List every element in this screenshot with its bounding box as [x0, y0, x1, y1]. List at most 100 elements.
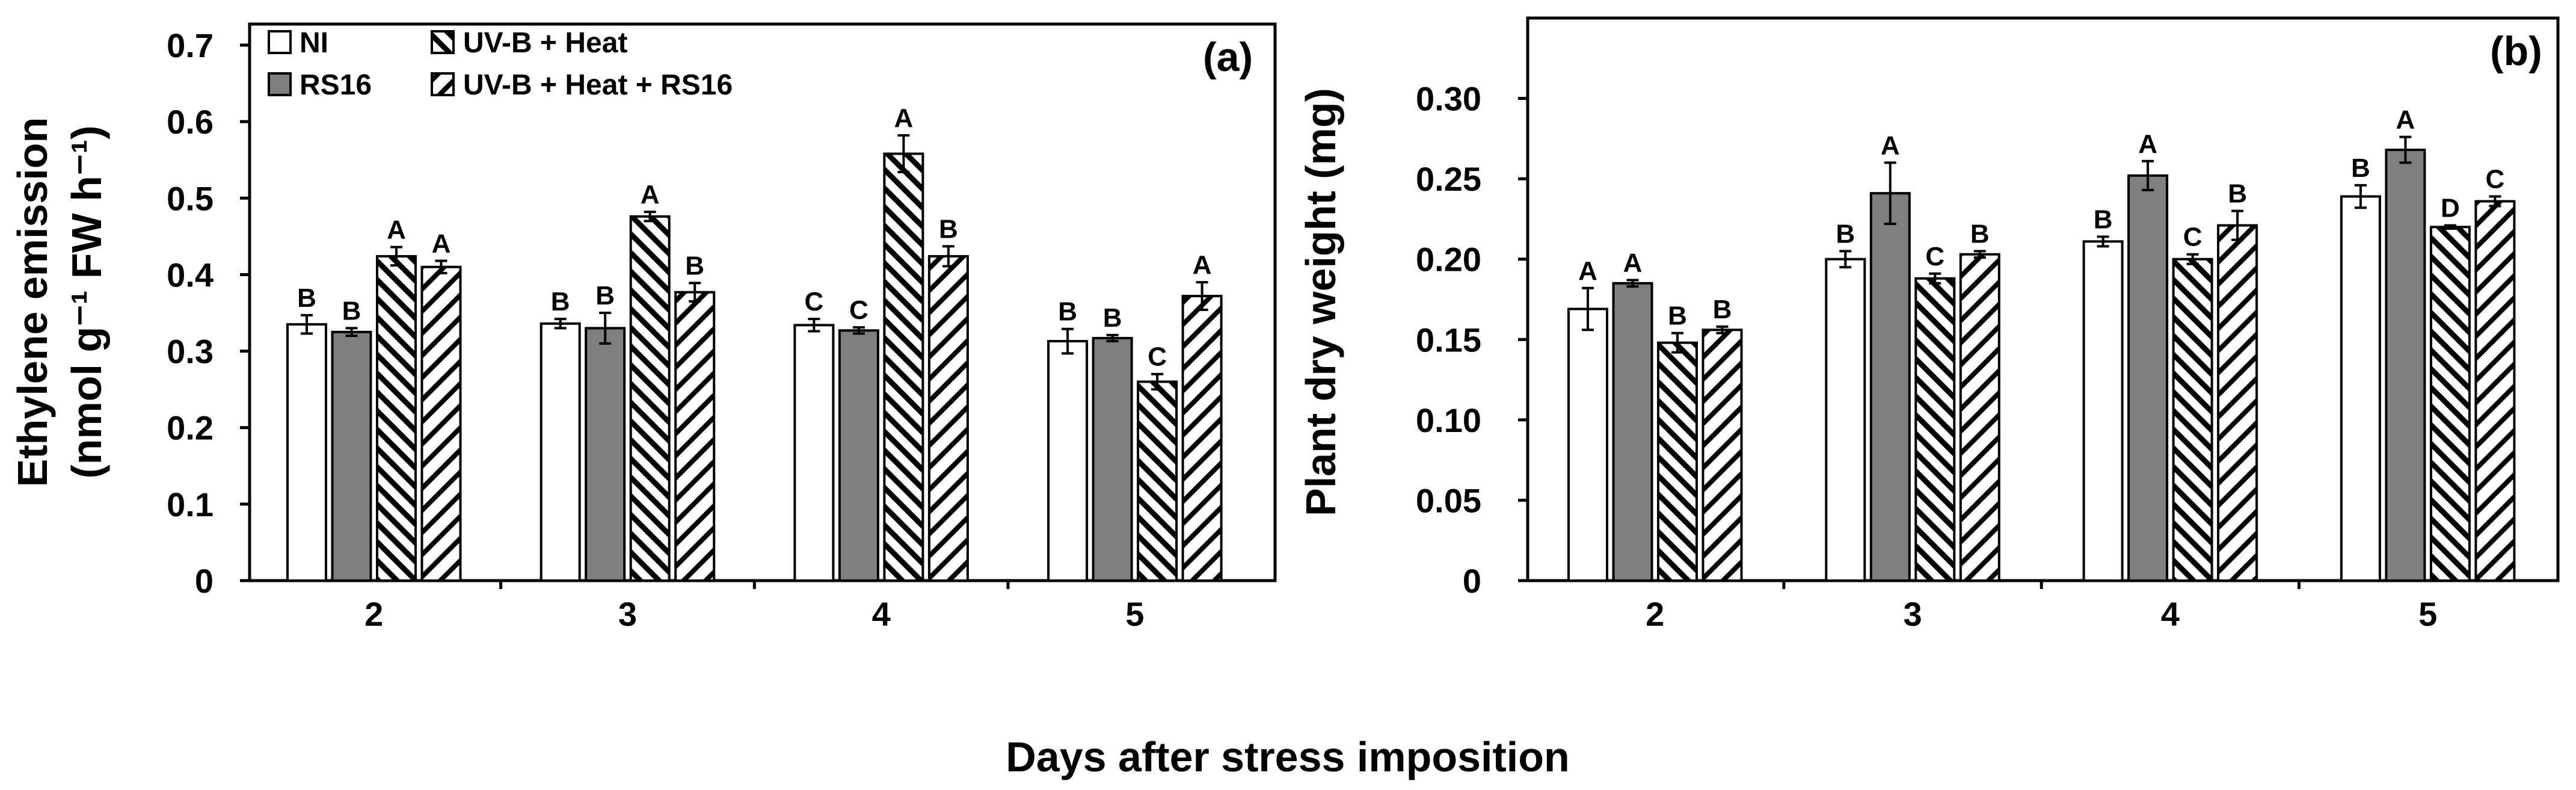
- panel-a-significance-letter: C: [805, 287, 824, 316]
- panel-b-bar-uvb-heat-rs16-day-5: [2474, 200, 2516, 582]
- panel-b-x-tick-label: 4: [2161, 595, 2180, 633]
- legend-swatch-rs16: [268, 72, 292, 96]
- panel-b-x-axis: 2 3 4 5: [1646, 581, 2437, 633]
- legend-label-uvb-heat: UV-B + Heat: [463, 27, 627, 59]
- panel-a-y-tick-label: 0.2: [167, 409, 214, 447]
- legend-label-uvb-heat-rs16: UV-B + Heat + RS16: [463, 69, 733, 101]
- panel-a-x-tick-label: 5: [1125, 595, 1144, 633]
- panel-b-y-tick-label: 0: [1463, 562, 1481, 600]
- panel-b-bar-ni-day-4: [2082, 240, 2124, 582]
- panel-b-bar-ni-day-3: [1825, 258, 1866, 582]
- panel-b-y-tick-label: 0.15: [1416, 321, 1481, 359]
- legend-label-ni: NI: [300, 27, 328, 59]
- panel-a-y-tick-label: 0.4: [167, 256, 214, 294]
- panel-a-significance-letter: A: [641, 180, 660, 209]
- panel-a-bar-rs16-day-4: [838, 329, 879, 582]
- legend-swatch-uvb-heat-rs16: [431, 72, 455, 96]
- legend: NI RS16 UV-B + Heat UV-B + Heat + RS16: [268, 27, 733, 101]
- panel-a-significance-letter: B: [551, 287, 570, 316]
- panel-a-y-tick-label: 0.3: [167, 333, 214, 371]
- panel-b-bar-uvb-heat-day-4: [2172, 258, 2213, 582]
- panel-b-significance-letter: A: [1578, 256, 1597, 286]
- panel-b-y-tick-label: 0.25: [1416, 160, 1481, 198]
- panel-a-bar-rs16-day-3: [585, 327, 626, 582]
- panel-a-bar-rs16-day-2: [331, 330, 372, 582]
- panel-a-bar-uvb-heat-day-4: [883, 152, 924, 582]
- legend-label-rs16: RS16: [300, 69, 372, 101]
- panel-a-significance-letter: C: [849, 295, 868, 325]
- panel-b-significance-letter: A: [2396, 105, 2415, 135]
- panel-a-ylabel-line1: Ethylene emission: [9, 117, 56, 487]
- panel-a-significance-letter: A: [387, 215, 406, 245]
- panel-a-significance-letter: A: [432, 229, 451, 259]
- panel-a-y-tick-label: 0: [195, 562, 214, 600]
- panel-a-bar-rs16-day-5: [1092, 336, 1133, 582]
- panel-b-significance-letter: B: [1713, 295, 1732, 324]
- panel-b-significance-letter: B: [1970, 219, 1990, 248]
- panel-a-y-tick-label: 0.5: [167, 179, 214, 217]
- panel-a-x-tick-label: 3: [618, 595, 637, 633]
- panel-a-bar-ni-day-2: [286, 323, 327, 582]
- panel-a-x-tick-label: 2: [364, 595, 383, 633]
- panel-b-bar-ni-day-2: [1567, 307, 1608, 582]
- panel-b-bar-rs16-day-2: [1612, 282, 1653, 582]
- panel-b-significance-letter: C: [1925, 242, 1944, 271]
- shared-x-axis-label: Days after stress imposition: [1006, 733, 1570, 780]
- panel-b-significance-letter: B: [1668, 301, 1687, 331]
- panel-b-significance-letter: A: [1881, 131, 1900, 160]
- panel-a-bar-uvb-heat-day-2: [376, 255, 417, 582]
- panel-b-y-axis: 0 0.05 0.10 0.15 0.20 0.25 0.30: [1416, 80, 1528, 600]
- panel-a-bar-ni-day-3: [539, 322, 581, 582]
- panel-a-y-tick-label: 0.7: [167, 26, 214, 64]
- legend-swatch-ni: [268, 30, 292, 54]
- panel-b-bar-uvb-heat-rs16-day-2: [1701, 329, 1743, 582]
- legend-swatch-uvb-heat: [431, 30, 455, 54]
- panel-a-significance-letter: A: [1193, 250, 1212, 280]
- panel-a-bar-uvb-heat-rs16-day-2: [420, 265, 462, 582]
- panel-b-significance-letter: C: [2486, 165, 2505, 194]
- panel-a-tag: (a): [1203, 34, 1253, 80]
- panel-a-bar-ni-day-4: [793, 324, 835, 582]
- panel-b-significance-letter: B: [2351, 153, 2370, 183]
- panel-b-y-tick-label: 0.20: [1416, 241, 1481, 279]
- panel-a-significance-letter: B: [595, 281, 615, 310]
- panel-b-bar-uvb-heat-rs16-day-3: [1959, 253, 2000, 582]
- panel-a-significance-letter: C: [1148, 342, 1167, 372]
- panel-b-y-tick-label: 0.30: [1416, 80, 1481, 118]
- panel-a-significance-letter: B: [939, 214, 958, 244]
- panel-b-x-tick-label: 5: [2418, 595, 2437, 633]
- panel-b-bar-rs16-day-5: [2385, 149, 2426, 582]
- panel-b-y-tick-label: 0.10: [1416, 401, 1481, 439]
- panel-a-ylabel-line2: (nmol g⁻¹ FW h⁻¹): [63, 125, 110, 478]
- panel-a-significance-letter: B: [1058, 297, 1077, 327]
- panel-b-significance-letter: B: [2094, 205, 2113, 234]
- panel-a-y-tick-label: 0.1: [167, 486, 214, 523]
- panel-b-y-tick-label: 0.05: [1416, 481, 1481, 519]
- panel-b-significance-letter: A: [1623, 248, 1643, 277]
- panel-b-bar-uvb-heat-day-5: [2429, 226, 2471, 582]
- panel-b-bar-uvb-heat-rs16-day-4: [2217, 224, 2258, 582]
- panel-b-bar-rs16-day-4: [2127, 174, 2169, 582]
- panel-a-significance-letter: A: [894, 103, 914, 133]
- panel-a-significance-letter: B: [297, 283, 316, 313]
- panel-a-x-axis: 2 3 4 5: [364, 581, 1144, 633]
- panel-a-bar-uvb-heat-rs16-day-5: [1181, 295, 1223, 582]
- panel-a-bar-uvb-heat-day-5: [1137, 380, 1178, 582]
- panel-b-x-tick-label: 3: [1903, 595, 1922, 633]
- panel-b-bar-rs16-day-3: [1869, 192, 1911, 582]
- panel-b-significance-letter: B: [1836, 219, 1855, 248]
- panel-a-significance-letter: B: [342, 296, 361, 326]
- panel-a-frame: [248, 22, 1277, 582]
- panel-a-y-tick-label: 0.6: [167, 103, 214, 141]
- panel-b-significance-letter: A: [2138, 129, 2157, 159]
- panel-b-bar-ni-day-5: [2340, 195, 2381, 582]
- panel-a-bar-uvb-heat-day-3: [629, 215, 671, 582]
- panel-a-significance-letter: B: [1103, 303, 1122, 333]
- panel-b-tag: (b): [2490, 28, 2542, 74]
- panel-a-bar-ni-day-5: [1047, 340, 1089, 582]
- panel-a-x-tick-label: 4: [872, 595, 891, 633]
